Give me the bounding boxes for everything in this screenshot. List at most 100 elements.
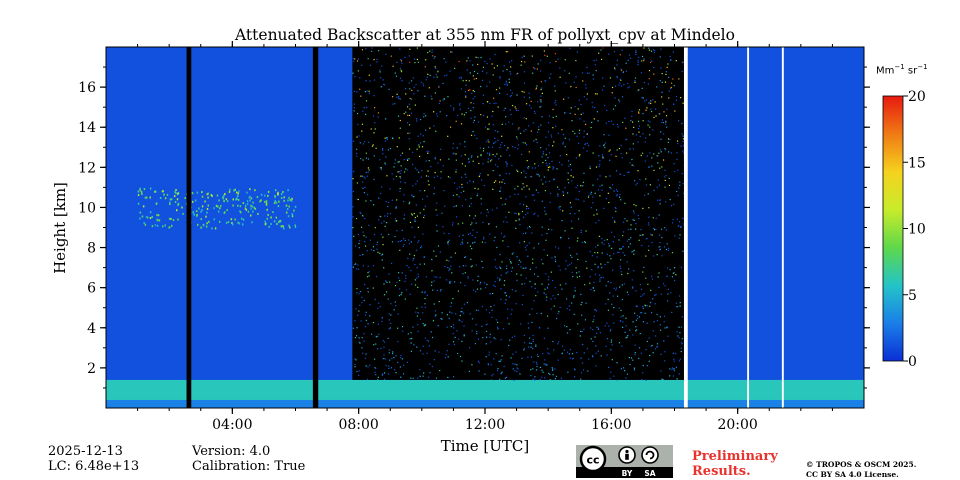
noise-pixel xyxy=(387,337,389,340)
noise-pixel xyxy=(477,72,479,75)
noise-pixel xyxy=(677,306,679,308)
noise-pixel xyxy=(460,76,462,78)
noise-pixel xyxy=(567,264,569,267)
noise-pixel xyxy=(459,103,461,105)
noise-pixel xyxy=(594,251,596,254)
noise-pixel xyxy=(503,65,505,67)
cloud-speckle xyxy=(181,206,183,209)
noise-pixel xyxy=(573,81,575,83)
noise-pixel xyxy=(516,364,518,366)
cloud-speckle xyxy=(213,218,216,221)
noise-pixel xyxy=(659,316,661,318)
noise-pixel xyxy=(465,112,467,114)
noise-pixel xyxy=(651,278,654,280)
noise-pixel xyxy=(394,301,396,303)
cloud-speckle xyxy=(250,214,252,217)
noise-pixel xyxy=(495,102,497,104)
cloud-speckle xyxy=(232,204,234,207)
noise-pixel xyxy=(558,311,560,313)
cloud-speckle xyxy=(155,202,158,205)
noise-pixel xyxy=(499,190,501,192)
noise-pixel xyxy=(408,103,410,105)
noise-pixel xyxy=(553,178,555,181)
noise-pixel xyxy=(599,175,601,177)
noise-pixel xyxy=(360,212,362,215)
noise-pixel xyxy=(535,295,537,297)
noise-pixel xyxy=(622,321,624,323)
noise-pixel xyxy=(652,99,654,101)
noise-pixel xyxy=(449,311,451,313)
noise-pixel xyxy=(649,134,651,136)
noise-pixel xyxy=(525,277,527,279)
noise-pixel xyxy=(516,279,518,281)
noise-pixel xyxy=(642,271,644,273)
noise-pixel xyxy=(499,76,501,78)
noise-pixel xyxy=(450,305,452,308)
noise-pixel xyxy=(544,377,546,379)
noise-pixel xyxy=(414,62,416,64)
noise-pixel xyxy=(390,55,392,57)
noise-pixel xyxy=(433,193,435,195)
y-tick-label: 8 xyxy=(87,241,96,257)
noise-pixel xyxy=(453,109,455,111)
noise-pixel xyxy=(511,336,514,338)
noise-pixel xyxy=(606,322,608,324)
cloud-speckle xyxy=(200,218,202,221)
noise-pixel xyxy=(452,297,454,300)
noise-pixel xyxy=(416,118,418,120)
noise-pixel xyxy=(583,130,585,132)
noise-pixel xyxy=(600,49,602,51)
cloud-speckle xyxy=(211,195,213,198)
noise-pixel xyxy=(464,141,466,143)
noise-pixel xyxy=(435,224,438,226)
noise-pixel xyxy=(456,216,458,218)
noise-pixel xyxy=(367,58,369,60)
noise-pixel xyxy=(666,300,669,302)
noise-pixel xyxy=(369,64,372,66)
noise-pixel xyxy=(594,192,596,194)
cloud-speckle xyxy=(290,199,293,202)
noise-pixel xyxy=(378,302,380,304)
noise-pixel xyxy=(613,190,615,192)
noise-pixel xyxy=(371,47,373,49)
noise-pixel xyxy=(495,352,497,355)
noise-pixel xyxy=(448,158,450,160)
cloud-speckle xyxy=(213,207,215,210)
cloud-speckle xyxy=(260,193,263,196)
noise-pixel xyxy=(524,246,527,248)
noise-pixel xyxy=(398,95,400,98)
noise-pixel xyxy=(389,281,391,283)
noise-pixel xyxy=(648,207,650,209)
noise-pixel xyxy=(433,250,435,252)
noise-pixel xyxy=(606,337,609,340)
data-gap xyxy=(781,47,784,408)
cloud-speckle xyxy=(274,194,276,197)
noise-pixel xyxy=(564,187,566,189)
noise-pixel xyxy=(399,366,401,368)
noise-pixel xyxy=(429,372,431,374)
noise-pixel xyxy=(625,127,627,129)
noise-pixel xyxy=(573,295,575,297)
noise-pixel xyxy=(562,345,564,347)
noise-pixel xyxy=(639,332,641,335)
noise-pixel xyxy=(663,315,666,317)
noise-pixel xyxy=(586,133,588,135)
noise-pixel xyxy=(528,151,530,153)
noise-pixel xyxy=(365,157,368,159)
noise-pixel xyxy=(402,330,404,332)
noise-pixel xyxy=(517,193,519,195)
noise-pixel xyxy=(543,363,545,365)
noise-pixel xyxy=(389,188,391,190)
noise-pixel xyxy=(436,214,438,216)
noise-pixel xyxy=(413,344,415,346)
noise-pixel xyxy=(619,173,621,175)
noise-pixel xyxy=(377,379,379,381)
noise-pixel xyxy=(556,317,558,320)
cloud-speckle xyxy=(274,200,276,203)
noise-pixel xyxy=(357,314,359,316)
noise-pixel xyxy=(462,273,464,275)
noise-pixel xyxy=(528,327,530,329)
noise-pixel xyxy=(586,66,588,69)
noise-pixel xyxy=(395,355,397,357)
noise-pixel xyxy=(549,201,551,203)
